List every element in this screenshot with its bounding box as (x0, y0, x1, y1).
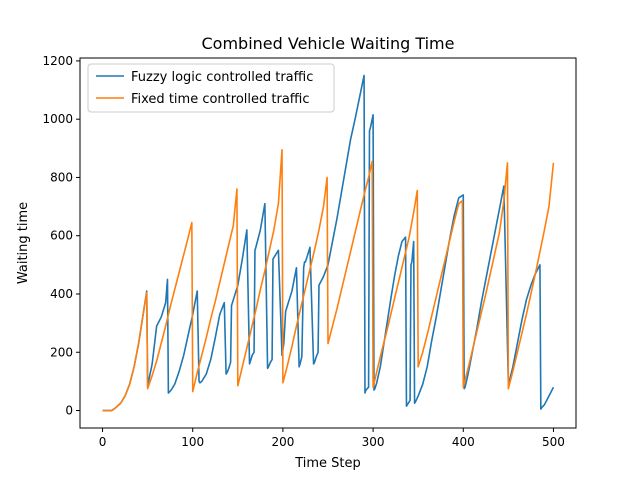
series-line-fuzzy (102, 74, 555, 412)
y-tick-label: 800 (50, 170, 73, 184)
legend-box (87, 63, 335, 113)
legend-label-fuzzy: Fuzzy logic controlled traffic (131, 70, 313, 85)
series-line-fixed (102, 148, 555, 412)
y-tick-label: 1000 (42, 112, 73, 126)
y-tick-label: 400 (50, 287, 73, 301)
series-layer (102, 74, 555, 412)
x-tick-label: 300 (362, 435, 385, 449)
x-axis-ticks: 0 100 200 300 400 500 (99, 428, 565, 449)
axes-frame (79, 57, 577, 429)
x-tick-label: 500 (542, 435, 565, 449)
y-tick-label: 1200 (42, 54, 73, 68)
legend: Fuzzy logic controlled traffic Fixed tim… (87, 63, 335, 113)
x-tick-label: 100 (181, 435, 204, 449)
x-axis-label: Time Step (294, 456, 361, 471)
y-tick-label: 200 (50, 345, 73, 359)
y-axis-label: Waiting time (16, 202, 31, 284)
plot-area: 0 100 200 300 400 500 0 200 400 600 800 1000 1200 (42, 54, 577, 449)
y-tick-label: 600 (50, 229, 73, 243)
y-axis-ticks: 0 200 400 600 800 1000 1200 (42, 54, 80, 418)
legend-label-fixed: Fixed time controlled traffic (131, 92, 310, 107)
x-tick-label: 200 (271, 435, 294, 449)
y-tick-label: 0 (65, 404, 73, 418)
x-tick-label: 400 (452, 435, 475, 449)
chart-title: Combined Vehicle Waiting Time (202, 34, 455, 53)
x-tick-label: 0 (99, 435, 107, 449)
